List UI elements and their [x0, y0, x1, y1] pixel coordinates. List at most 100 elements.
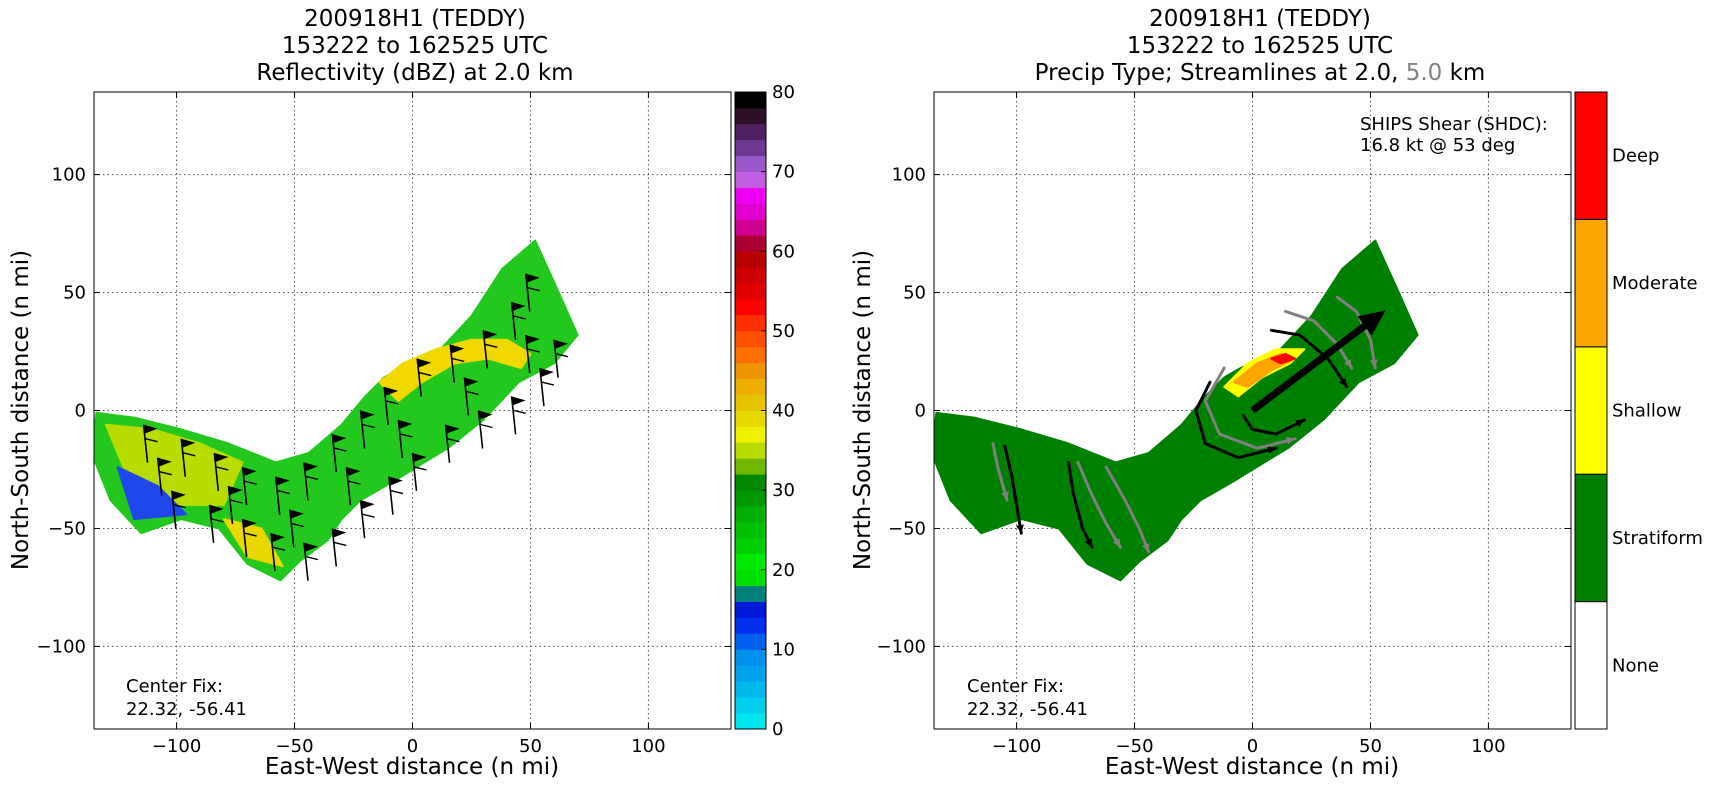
wind-barb: [180, 438, 196, 477]
colorbar-segment: [735, 346, 766, 364]
streamline-arrowhead: [1344, 359, 1352, 369]
right-xtick-label: 0: [1247, 736, 1258, 757]
wind-barb-flag: [332, 434, 347, 444]
wind-barb-feather: [333, 541, 347, 547]
colorbar-segment: [735, 697, 766, 714]
streamline: [1203, 366, 1297, 450]
wind-barb-feather: [527, 348, 540, 353]
wind-barb-feather: [414, 466, 427, 471]
colorbar-segment: [735, 490, 766, 507]
right-title-line1: 200918H1 (TEDDY): [1149, 6, 1371, 32]
left-title-line3: Reflectivity (dBZ) at 2.0 km: [256, 60, 574, 86]
wind-barb-flag: [525, 273, 540, 283]
wind-barb-flag: [511, 396, 526, 406]
streamline: [1003, 444, 1023, 535]
colorbar-segment: [735, 713, 766, 730]
right-xtick-label: −50: [1116, 736, 1154, 757]
colorbar-segment: [735, 633, 766, 650]
left-title: 200918H1 (TEDDY) 153222 to 162525 UTC Re…: [155, 6, 675, 87]
wind-barb: [303, 462, 319, 501]
colorbar-segment: [735, 553, 766, 571]
wind-barb-flag: [412, 452, 427, 462]
wind-barb: [510, 396, 526, 435]
shear-arrow-shaft: [1250, 323, 1367, 414]
wind-barb-feather: [447, 437, 460, 443]
wind-barb: [524, 273, 540, 312]
wind-barb-feather: [362, 423, 375, 429]
wind-barb-staff: [270, 533, 276, 572]
right-center-fix-label: Center Fix:: [967, 676, 1064, 697]
wind-barb-flag: [525, 335, 540, 345]
wind-barb-staff: [227, 485, 234, 525]
wind-barb-staff: [303, 542, 309, 581]
colorbar-segment: [735, 537, 766, 555]
right-y-axis-label: North-South distance (n mi): [850, 250, 876, 570]
streamline: [1076, 460, 1122, 549]
colorbar-segment: [735, 585, 766, 602]
colorbar-segment: [735, 569, 766, 587]
wind-barb: [383, 386, 399, 425]
right-title-line3-level: 5.0: [1405, 60, 1443, 86]
wind-barb-staff: [449, 344, 456, 383]
colorbar-category-label: Moderate: [1612, 273, 1698, 294]
right-ytick-label: −100: [877, 636, 926, 657]
colorbar-segment: [735, 506, 766, 523]
wind-barb-flag: [554, 339, 569, 349]
left-xtick-label: 50: [519, 736, 542, 757]
wind-barb-flag: [270, 533, 285, 543]
left-x-axis-label: East-West distance (n mi): [265, 754, 559, 780]
wind-barb-flag: [450, 344, 465, 354]
wind-barb-feather: [182, 452, 196, 457]
wind-barb: [142, 424, 158, 463]
colorbar-frame: [1574, 91, 1608, 730]
wind-barb-feather: [385, 400, 399, 405]
wind-barb-flag: [209, 504, 224, 514]
colorbar-segment: [735, 394, 766, 411]
wind-barb-flag: [275, 476, 290, 486]
colorbar-segment: [735, 235, 766, 252]
streamline-arrowhead: [1267, 446, 1277, 455]
precip-type-colorbar: None Stratiform Shallow Moderate Deep: [1574, 91, 1703, 730]
reflectivity-colorbar: 0 10 20 30 40 50 60 70 80: [734, 82, 795, 740]
right-title: 200918H1 (TEDDY) 153222 to 162525 UTC Pr…: [1000, 6, 1520, 87]
streamline-arrowhead: [1295, 419, 1305, 428]
wind-barb-feather: [277, 489, 290, 495]
wind-barb-feather: [399, 433, 413, 438]
wind-barb-flag: [388, 476, 403, 486]
colorbar-segment: [735, 458, 766, 475]
left-ytick-label: 0: [75, 401, 86, 422]
wind-barb-feather: [305, 555, 319, 561]
streamline-arrowhead: [1339, 377, 1347, 387]
colorbar-segment: [735, 649, 766, 666]
reflectivity-panel: −100 −50 0 50 100 −100 −50 0 50 100 Center Fix: 2…: [8, 91, 732, 780]
wind-barb-feather: [244, 480, 257, 485]
colorbar-category-none: [1574, 601, 1608, 730]
wind-barb: [331, 528, 347, 567]
left-center-fix-value: 22.32, -56.41: [126, 699, 247, 720]
wind-barb-flag: [157, 457, 172, 467]
wind-barb-staff: [524, 334, 531, 374]
colorbar-segment: [735, 681, 766, 698]
right-xtick-label: 100: [1471, 736, 1505, 757]
colorbar-segment: [735, 362, 766, 380]
wind-barb: [227, 485, 243, 525]
wind-barb-flag: [332, 528, 347, 538]
wind-barb-staff: [142, 424, 149, 463]
colorbar-tick-label: 70: [772, 162, 795, 183]
colorbar-segment: [735, 474, 766, 491]
left-xtick-label: 0: [407, 736, 418, 757]
wind-barb-flag: [360, 410, 375, 420]
streamline: [1194, 380, 1278, 460]
colorbar-category-label: None: [1612, 655, 1659, 676]
right-title-line2: 153222 to 162525 UTC: [1126, 33, 1394, 59]
colorbar-segment: [735, 219, 766, 236]
wind-barb-staff: [241, 467, 248, 506]
wind-barb-flag: [171, 490, 186, 500]
streamline-arrowhead: [1369, 359, 1378, 369]
wind-barb-flag: [464, 377, 479, 387]
wind-barb-feather: [480, 423, 493, 429]
wind-barb: [331, 434, 347, 473]
colorbar-segment: [735, 299, 766, 316]
wind-barb-flag: [511, 301, 526, 311]
wind-barb-staff: [416, 358, 423, 397]
